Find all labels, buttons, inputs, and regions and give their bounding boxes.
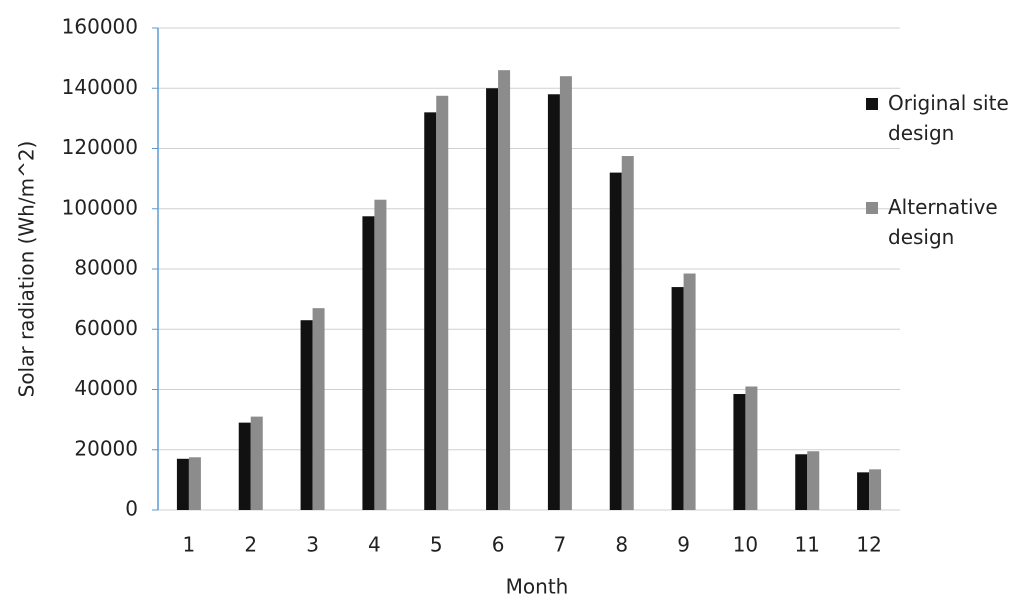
bar xyxy=(176,458,189,510)
y-axis-label: Solar radiation (Wh/m^2) xyxy=(15,141,39,398)
x-tick-label: 8 xyxy=(615,533,628,557)
bar xyxy=(671,287,684,510)
bar xyxy=(733,394,746,510)
bar xyxy=(547,94,560,511)
bar xyxy=(807,451,820,510)
bar xyxy=(312,308,325,510)
bar xyxy=(188,457,201,510)
x-tick-label: 9 xyxy=(677,533,690,557)
y-tick-label: 20000 xyxy=(74,436,138,460)
legend-swatch xyxy=(866,202,878,214)
x-tick-label: 6 xyxy=(492,533,505,557)
legend-entry: Alternative design xyxy=(866,192,1016,252)
bar xyxy=(869,469,882,510)
y-tick-label: 120000 xyxy=(62,135,138,159)
bar xyxy=(745,386,758,510)
x-tick-label: 7 xyxy=(554,533,567,557)
bar xyxy=(362,216,375,510)
legend-swatch xyxy=(866,98,878,110)
y-tick-label: 0 xyxy=(125,497,138,521)
y-tick-label: 160000 xyxy=(62,15,138,39)
bar xyxy=(621,156,634,510)
x-tick-label: 2 xyxy=(244,533,257,557)
x-tick-label: 11 xyxy=(795,533,820,557)
x-tick-label: 4 xyxy=(368,533,381,557)
bar xyxy=(300,320,313,510)
bar xyxy=(436,95,449,510)
y-tick-label: 40000 xyxy=(74,376,138,400)
bar xyxy=(250,416,263,510)
y-tick-label: 80000 xyxy=(74,256,138,280)
legend-entry: Original site design xyxy=(866,88,1016,148)
legend-label: Alternative design xyxy=(888,195,998,249)
bar xyxy=(498,70,511,511)
x-tick-label: 3 xyxy=(306,533,319,557)
y-tick-label: 140000 xyxy=(62,75,138,99)
bar xyxy=(857,472,870,510)
x-tick-label: 10 xyxy=(733,533,758,557)
x-tick-label: 1 xyxy=(183,533,196,557)
bar xyxy=(795,454,808,510)
bar xyxy=(486,88,499,510)
bar xyxy=(424,112,437,510)
x-tick-label: 5 xyxy=(430,533,443,557)
x-axis-label: Month xyxy=(506,575,569,599)
bar xyxy=(683,273,696,510)
bar xyxy=(374,199,387,510)
bar xyxy=(609,172,622,510)
x-tick-label: 12 xyxy=(856,533,881,557)
y-tick-label: 60000 xyxy=(74,316,138,340)
bar xyxy=(238,422,251,510)
y-tick-label: 100000 xyxy=(62,195,138,219)
legend-label: Original site design xyxy=(888,91,1009,145)
bar xyxy=(559,76,572,510)
